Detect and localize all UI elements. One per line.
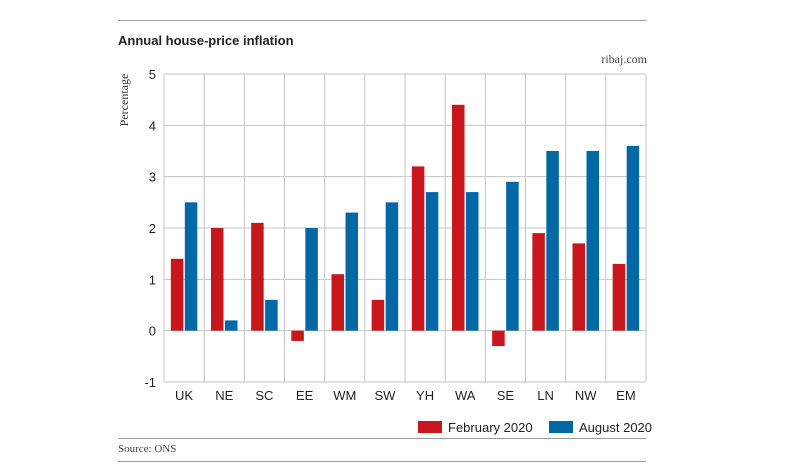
source-text: Source: ONS <box>118 443 177 455</box>
legend: February 2020 August 2020 <box>418 420 652 435</box>
bar-august-2020-ln <box>546 151 559 331</box>
x-tick-labels: UK NE SC EE WM SW YH WA SE LN NW EM <box>175 388 636 403</box>
bar-august-2020-nw <box>586 151 599 331</box>
legend-swatch-august-2020 <box>549 421 573 433</box>
x-tick-label: NE <box>215 388 233 403</box>
x-tick-label: WM <box>333 388 356 403</box>
bar-august-2020-ee <box>305 228 318 331</box>
y-tick-label: 3 <box>149 170 156 185</box>
x-tick-label: NW <box>575 388 597 403</box>
bar-august-2020-wa <box>466 192 479 331</box>
bar-february-2020-nw <box>572 243 585 331</box>
bar-february-2020-ee <box>291 330 304 341</box>
x-tick-label: WA <box>455 388 476 403</box>
bar-february-2020-se <box>492 330 505 347</box>
x-tick-label: LN <box>537 388 554 403</box>
x-tick-label: YH <box>416 388 434 403</box>
bar-february-2020-em <box>612 263 626 331</box>
bar-august-2020-ne <box>225 320 238 331</box>
x-tick-label: SC <box>255 388 273 403</box>
x-tick-label: UK <box>175 388 193 403</box>
bottom-rule-upper <box>118 438 646 439</box>
chart-title: Annual house-price inflation <box>118 33 294 48</box>
y-tick-label: 0 <box>149 324 156 339</box>
bar-august-2020-yh <box>425 192 439 331</box>
y-axis-label: Percentage <box>117 74 131 127</box>
bar-february-2020-wa <box>452 104 465 331</box>
credit-text: ribaj.com <box>601 52 647 66</box>
y-tick-labels: -1 0 1 2 3 4 5 <box>144 67 156 390</box>
bar-february-2020-yh <box>411 166 425 331</box>
bar-august-2020-sc <box>265 299 278 331</box>
legend-swatch-february-2020 <box>418 421 442 433</box>
legend-label-august-2020: August 2020 <box>579 420 652 435</box>
y-tick-label: 4 <box>149 118 156 133</box>
bar-february-2020-wm <box>331 274 344 331</box>
y-tick-label: 1 <box>149 272 156 287</box>
top-rule <box>118 20 646 21</box>
y-tick-label: 5 <box>149 67 156 82</box>
bar-february-2020-sc <box>251 222 264 331</box>
bar-february-2020-uk <box>170 258 184 331</box>
bar-august-2020-se <box>506 181 519 331</box>
grid-lines <box>163 73 647 383</box>
x-tick-label: SE <box>497 388 515 403</box>
y-tick-label: -1 <box>144 375 156 390</box>
x-tick-label: EE <box>296 388 314 403</box>
bar-august-2020-sw <box>385 202 399 331</box>
bar-february-2020-ln <box>532 233 545 331</box>
y-tick-label: 2 <box>149 221 156 236</box>
legend-label-february-2020: February 2020 <box>448 420 533 435</box>
x-tick-label: EM <box>616 388 636 403</box>
bar-august-2020-em <box>626 145 640 331</box>
bottom-rule-lower <box>118 461 646 462</box>
bar-august-2020-wm <box>345 212 358 331</box>
bars <box>170 104 640 347</box>
bar-february-2020-sw <box>371 299 385 331</box>
x-tick-label: SW <box>374 388 396 403</box>
bar-august-2020-uk <box>184 202 198 331</box>
bar-february-2020-ne <box>211 228 224 331</box>
